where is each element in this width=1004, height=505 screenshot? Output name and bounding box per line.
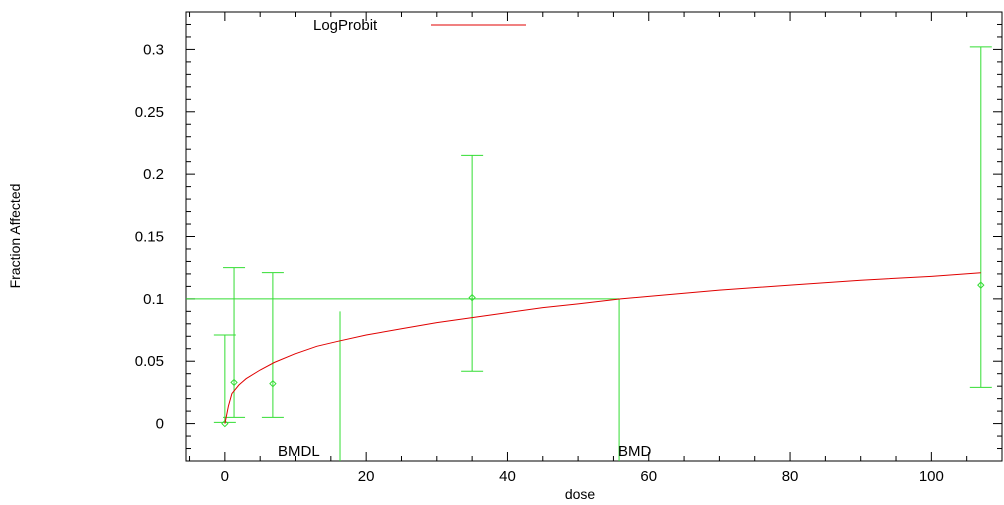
curve-layer bbox=[224, 272, 981, 424]
x-tick-label: 40 bbox=[499, 468, 516, 485]
y-tick-label: 0 bbox=[156, 416, 164, 433]
legend-label: LogProbit bbox=[313, 17, 378, 34]
x-axis: 0 20 40 60 80 100 bbox=[221, 468, 944, 485]
x-tick-label: 80 bbox=[782, 468, 799, 485]
observation-point bbox=[230, 378, 238, 387]
x-tick-label: 0 bbox=[221, 468, 229, 485]
x-tick-label: 60 bbox=[640, 468, 657, 485]
observations-layer bbox=[213, 46, 992, 428]
y-tick-label: 0.15 bbox=[135, 229, 164, 246]
observation-point bbox=[269, 379, 277, 388]
x-axis-title: dose bbox=[565, 486, 596, 502]
plot-area bbox=[185, 11, 1003, 462]
series-line-logprobit bbox=[224, 272, 981, 424]
plot-frame bbox=[185, 11, 1003, 462]
y-tick-label: 0.3 bbox=[143, 41, 164, 58]
bmdl-label: BMDL bbox=[278, 443, 320, 460]
observation-point bbox=[468, 293, 476, 302]
y-axis: 0 0.05 0.1 0.15 0.2 0.25 0.3 bbox=[135, 41, 164, 432]
bmd-label: BMD bbox=[618, 443, 652, 460]
y-tick-label: 0.2 bbox=[143, 166, 164, 183]
y-axis-title: Fraction Affected bbox=[7, 184, 23, 289]
observation-point bbox=[977, 281, 985, 289]
benchmark-layer bbox=[186, 298, 620, 461]
y-tick-label: 0.1 bbox=[143, 291, 164, 308]
observation-point bbox=[221, 419, 229, 428]
x-tick-label: 20 bbox=[358, 468, 375, 485]
x-tick-label: 100 bbox=[919, 468, 944, 485]
y-tick-label: 0.25 bbox=[135, 104, 164, 121]
legend: LogProbit bbox=[313, 17, 526, 34]
y-tick-label: 0.05 bbox=[135, 353, 164, 370]
